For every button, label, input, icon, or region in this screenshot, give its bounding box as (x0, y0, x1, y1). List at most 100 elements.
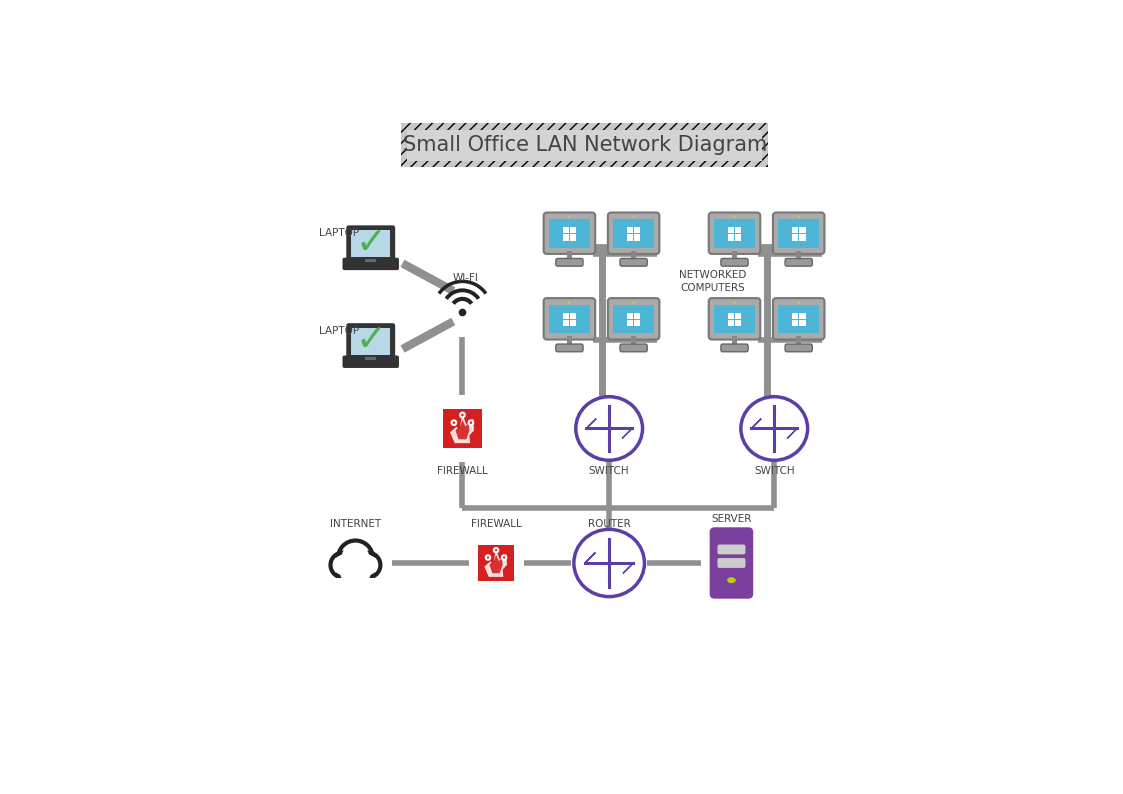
Bar (728, 313, 734, 319)
Bar (736, 320, 741, 326)
Text: FIREWALL: FIREWALL (471, 519, 521, 529)
Bar (567, 251, 572, 260)
FancyBboxPatch shape (544, 213, 595, 254)
Bar (714, 305, 755, 333)
Bar (792, 313, 798, 319)
Bar (728, 234, 734, 241)
Circle shape (356, 553, 381, 577)
Circle shape (733, 301, 736, 304)
FancyBboxPatch shape (773, 298, 824, 340)
FancyBboxPatch shape (544, 298, 595, 340)
Circle shape (632, 215, 634, 218)
Polygon shape (490, 555, 503, 573)
Bar (570, 234, 576, 241)
Bar (351, 328, 390, 355)
FancyBboxPatch shape (773, 213, 824, 254)
Bar (800, 313, 805, 319)
Ellipse shape (741, 397, 807, 461)
Circle shape (733, 215, 736, 218)
Text: INTERNET: INTERNET (330, 519, 381, 529)
Ellipse shape (576, 397, 642, 461)
Bar (365, 357, 376, 360)
Text: FIREWALL: FIREWALL (437, 466, 487, 476)
Bar (728, 320, 734, 326)
Bar (477, 545, 514, 581)
Bar (613, 305, 654, 333)
Text: LAPTOP: LAPTOP (319, 326, 359, 336)
Polygon shape (450, 414, 474, 443)
Bar (563, 227, 569, 233)
Text: ✓: ✓ (355, 225, 386, 261)
FancyBboxPatch shape (556, 344, 583, 352)
Ellipse shape (574, 530, 645, 596)
Bar (549, 305, 590, 333)
Text: LAPTOP: LAPTOP (319, 228, 359, 238)
Text: SERVER: SERVER (711, 514, 751, 524)
Text: SWITCH: SWITCH (754, 466, 795, 476)
Polygon shape (586, 418, 596, 429)
Bar (800, 320, 805, 326)
Circle shape (460, 413, 465, 418)
FancyBboxPatch shape (408, 129, 763, 161)
FancyBboxPatch shape (556, 259, 583, 266)
FancyBboxPatch shape (709, 298, 760, 340)
Bar (732, 251, 737, 260)
Circle shape (486, 555, 491, 560)
FancyBboxPatch shape (620, 344, 647, 352)
Circle shape (568, 215, 570, 218)
Bar (351, 230, 390, 256)
Circle shape (358, 555, 378, 575)
Circle shape (353, 565, 371, 582)
Bar (631, 251, 636, 260)
FancyBboxPatch shape (608, 298, 659, 340)
Bar (736, 227, 741, 233)
Text: NETWORKED
COMPUTERS: NETWORKED COMPUTERS (679, 270, 747, 293)
Bar (563, 313, 569, 319)
FancyBboxPatch shape (785, 259, 812, 266)
FancyBboxPatch shape (346, 323, 395, 360)
Bar (570, 227, 576, 233)
FancyBboxPatch shape (718, 558, 746, 568)
FancyBboxPatch shape (721, 259, 748, 266)
Bar (627, 320, 633, 326)
Bar (796, 337, 801, 346)
Circle shape (451, 420, 456, 425)
Polygon shape (787, 429, 797, 438)
Circle shape (494, 548, 499, 553)
FancyBboxPatch shape (343, 258, 399, 270)
Bar (570, 313, 576, 319)
Circle shape (338, 541, 373, 576)
FancyBboxPatch shape (620, 259, 647, 266)
FancyBboxPatch shape (710, 527, 754, 599)
Polygon shape (751, 418, 761, 429)
Bar (634, 227, 640, 233)
Bar (634, 313, 640, 319)
Bar (627, 313, 633, 319)
FancyBboxPatch shape (785, 344, 812, 352)
Bar (563, 234, 569, 241)
FancyBboxPatch shape (401, 123, 768, 168)
Bar (631, 337, 636, 346)
Bar (444, 409, 482, 448)
Text: ✓: ✓ (355, 322, 386, 360)
Polygon shape (585, 553, 595, 563)
FancyBboxPatch shape (709, 213, 760, 254)
Bar (627, 227, 633, 233)
FancyBboxPatch shape (343, 356, 399, 368)
Text: Small Office LAN Network Diagram: Small Office LAN Network Diagram (402, 136, 767, 156)
Circle shape (797, 215, 800, 218)
Circle shape (632, 301, 634, 304)
Circle shape (334, 555, 353, 575)
Circle shape (330, 553, 356, 577)
Bar (634, 320, 640, 326)
Bar (728, 227, 734, 233)
Circle shape (568, 301, 570, 304)
Bar (796, 251, 801, 260)
Circle shape (468, 420, 473, 425)
Bar (792, 234, 798, 241)
Ellipse shape (727, 577, 736, 584)
Polygon shape (484, 549, 506, 577)
FancyBboxPatch shape (721, 344, 748, 352)
Bar (328, 578, 383, 586)
FancyBboxPatch shape (608, 213, 659, 254)
